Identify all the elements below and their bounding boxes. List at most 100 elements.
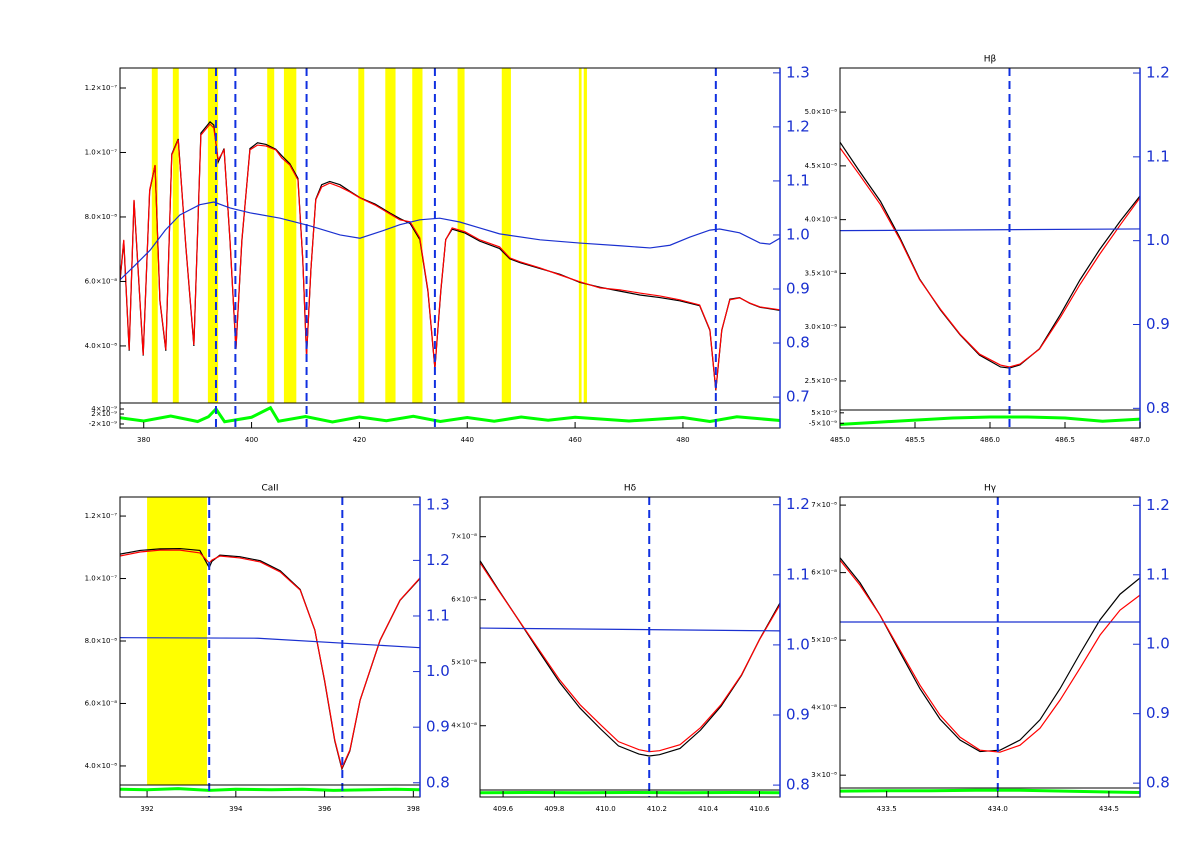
y2-tick-label: 1.0 <box>426 662 450 680</box>
y2-tick-label: 0.9 <box>786 705 810 723</box>
highlight-band <box>358 68 365 403</box>
highlight-band <box>457 68 465 403</box>
residual-line <box>120 405 780 424</box>
y-tick-label: 4×10⁻⁸ <box>451 722 477 730</box>
spectrum-line <box>840 147 1140 368</box>
panel <box>480 497 780 797</box>
y-tick-label: 3.5×10⁻⁸ <box>805 269 838 277</box>
highlight-band <box>151 68 158 403</box>
x-tick-label: 485.0 <box>830 436 850 444</box>
y-tick-label: 4.0×10⁻⁸ <box>805 216 838 224</box>
x-tick-label: 410.0 <box>596 805 616 813</box>
x-tick-label: 434.0 <box>988 805 1008 813</box>
y2-tick-label: 1.1 <box>1146 147 1170 165</box>
y-tick-label: 4×10⁻⁸ <box>811 704 837 712</box>
y2-tick-label: 1.1 <box>786 171 810 189</box>
residual-line <box>120 787 420 792</box>
x-tick-label: 434.5 <box>1099 805 1119 813</box>
highlight-band <box>501 68 511 403</box>
panel-title: CaII <box>261 484 278 494</box>
y-tick-label: 1.2×10⁻⁷ <box>85 512 118 520</box>
y-tick-label: 6.0×10⁻⁸ <box>85 699 118 707</box>
highlight-band <box>267 68 275 403</box>
y-tick-label: 3×10⁻⁸ <box>811 771 837 779</box>
y2-tick-label: 1.0 <box>1146 635 1170 653</box>
y2-tick-label: 0.9 <box>786 279 810 297</box>
x-tick-label: 485.5 <box>905 436 925 444</box>
spectrum-line <box>840 141 1140 369</box>
y-tick-label: 2.5×10⁻⁸ <box>805 377 838 385</box>
spectrum-line <box>120 123 780 390</box>
x-tick-label: 409.8 <box>544 805 564 813</box>
y2-tick-label: 1.1 <box>1146 565 1170 583</box>
panel <box>120 68 780 428</box>
highlight-band <box>583 68 587 403</box>
highlight-band <box>283 68 297 403</box>
x-tick-label: 409.6 <box>493 805 514 813</box>
y2-tick-label: 0.8 <box>786 776 810 794</box>
y2-tick-label: 0.8 <box>1146 399 1170 417</box>
y2-tick-label: 1.2 <box>1146 64 1170 82</box>
residual-line <box>840 415 1140 426</box>
panel <box>840 68 1140 428</box>
residual-tick-label: 5×10⁻⁹ <box>811 409 837 417</box>
spectrum-line <box>480 560 780 757</box>
y2-tick-label: 1.0 <box>786 635 810 653</box>
x-tick-label: 487.0 <box>1130 436 1150 444</box>
residual-tick-label: 2×10⁻⁹ <box>91 410 117 418</box>
highlight-band <box>385 68 396 403</box>
residual-tick-label: -2×10⁻⁹ <box>89 420 117 428</box>
y2-tick-label: 0.9 <box>1146 704 1170 722</box>
y-tick-label: 8.0×10⁻⁸ <box>85 213 118 221</box>
x-tick-label: 380 <box>137 436 150 444</box>
spectrum-line <box>120 637 420 649</box>
spectrum-line <box>480 562 780 753</box>
residual-tick-label: -5×10⁻⁹ <box>809 419 837 427</box>
x-tick-label: 398 <box>407 805 420 813</box>
y-tick-label: 1.0×10⁻⁷ <box>85 148 118 156</box>
y-tick-label: 6.0×10⁻⁸ <box>85 277 118 285</box>
y2-tick-label: 1.2 <box>786 495 810 513</box>
x-tick-label: 486.5 <box>1055 436 1075 444</box>
spectrum-line <box>120 201 780 281</box>
panel <box>120 497 420 797</box>
panel <box>840 497 1140 797</box>
y-tick-label: 7×10⁻⁸ <box>811 501 837 509</box>
x-tick-label: 460 <box>568 436 581 444</box>
y2-tick-label: 1.1 <box>786 565 810 583</box>
x-tick-label: 480 <box>676 436 689 444</box>
y2-tick-label: 0.7 <box>786 388 810 406</box>
spectrum-line <box>120 549 420 770</box>
y-tick-label: 8.0×10⁻⁸ <box>85 637 118 645</box>
y2-tick-label: 1.3 <box>426 495 450 513</box>
y2-tick-label: 0.8 <box>1146 774 1170 792</box>
x-tick-label: 400 <box>245 436 258 444</box>
y-tick-label: 5.0×10⁻⁸ <box>805 108 838 116</box>
spectrum-line <box>480 627 780 632</box>
y-tick-label: 1.2×10⁻⁷ <box>85 84 118 92</box>
x-tick-label: 486.0 <box>980 436 1000 444</box>
x-tick-label: 420 <box>353 436 366 444</box>
panel-title: Hγ <box>984 484 997 494</box>
highlight-band <box>578 68 582 403</box>
y2-tick-label: 1.0 <box>786 225 810 243</box>
y2-tick-label: 1.3 <box>786 63 810 81</box>
spectrum-line <box>840 559 1140 753</box>
highlight-band <box>207 68 219 403</box>
y-tick-label: 4.0×10⁻⁸ <box>85 762 118 770</box>
x-tick-label: 433.5 <box>877 805 897 813</box>
y2-tick-label: 1.2 <box>1146 496 1170 514</box>
y-tick-label: 5×10⁻⁸ <box>811 636 837 644</box>
y2-tick-label: 1.2 <box>786 117 810 135</box>
panel-title: Hδ <box>624 484 637 494</box>
y2-tick-label: 0.8 <box>426 773 450 791</box>
x-tick-label: 410.2 <box>647 805 667 813</box>
y2-tick-label: 0.9 <box>1146 315 1170 333</box>
y-tick-label: 6×10⁻⁸ <box>451 596 477 604</box>
x-tick-label: 410.6 <box>749 805 770 813</box>
panel-title: Hβ <box>984 55 997 65</box>
y2-tick-label: 0.8 <box>786 334 810 352</box>
x-tick-label: 440 <box>461 436 474 444</box>
y2-tick-label: 0.9 <box>426 718 450 736</box>
